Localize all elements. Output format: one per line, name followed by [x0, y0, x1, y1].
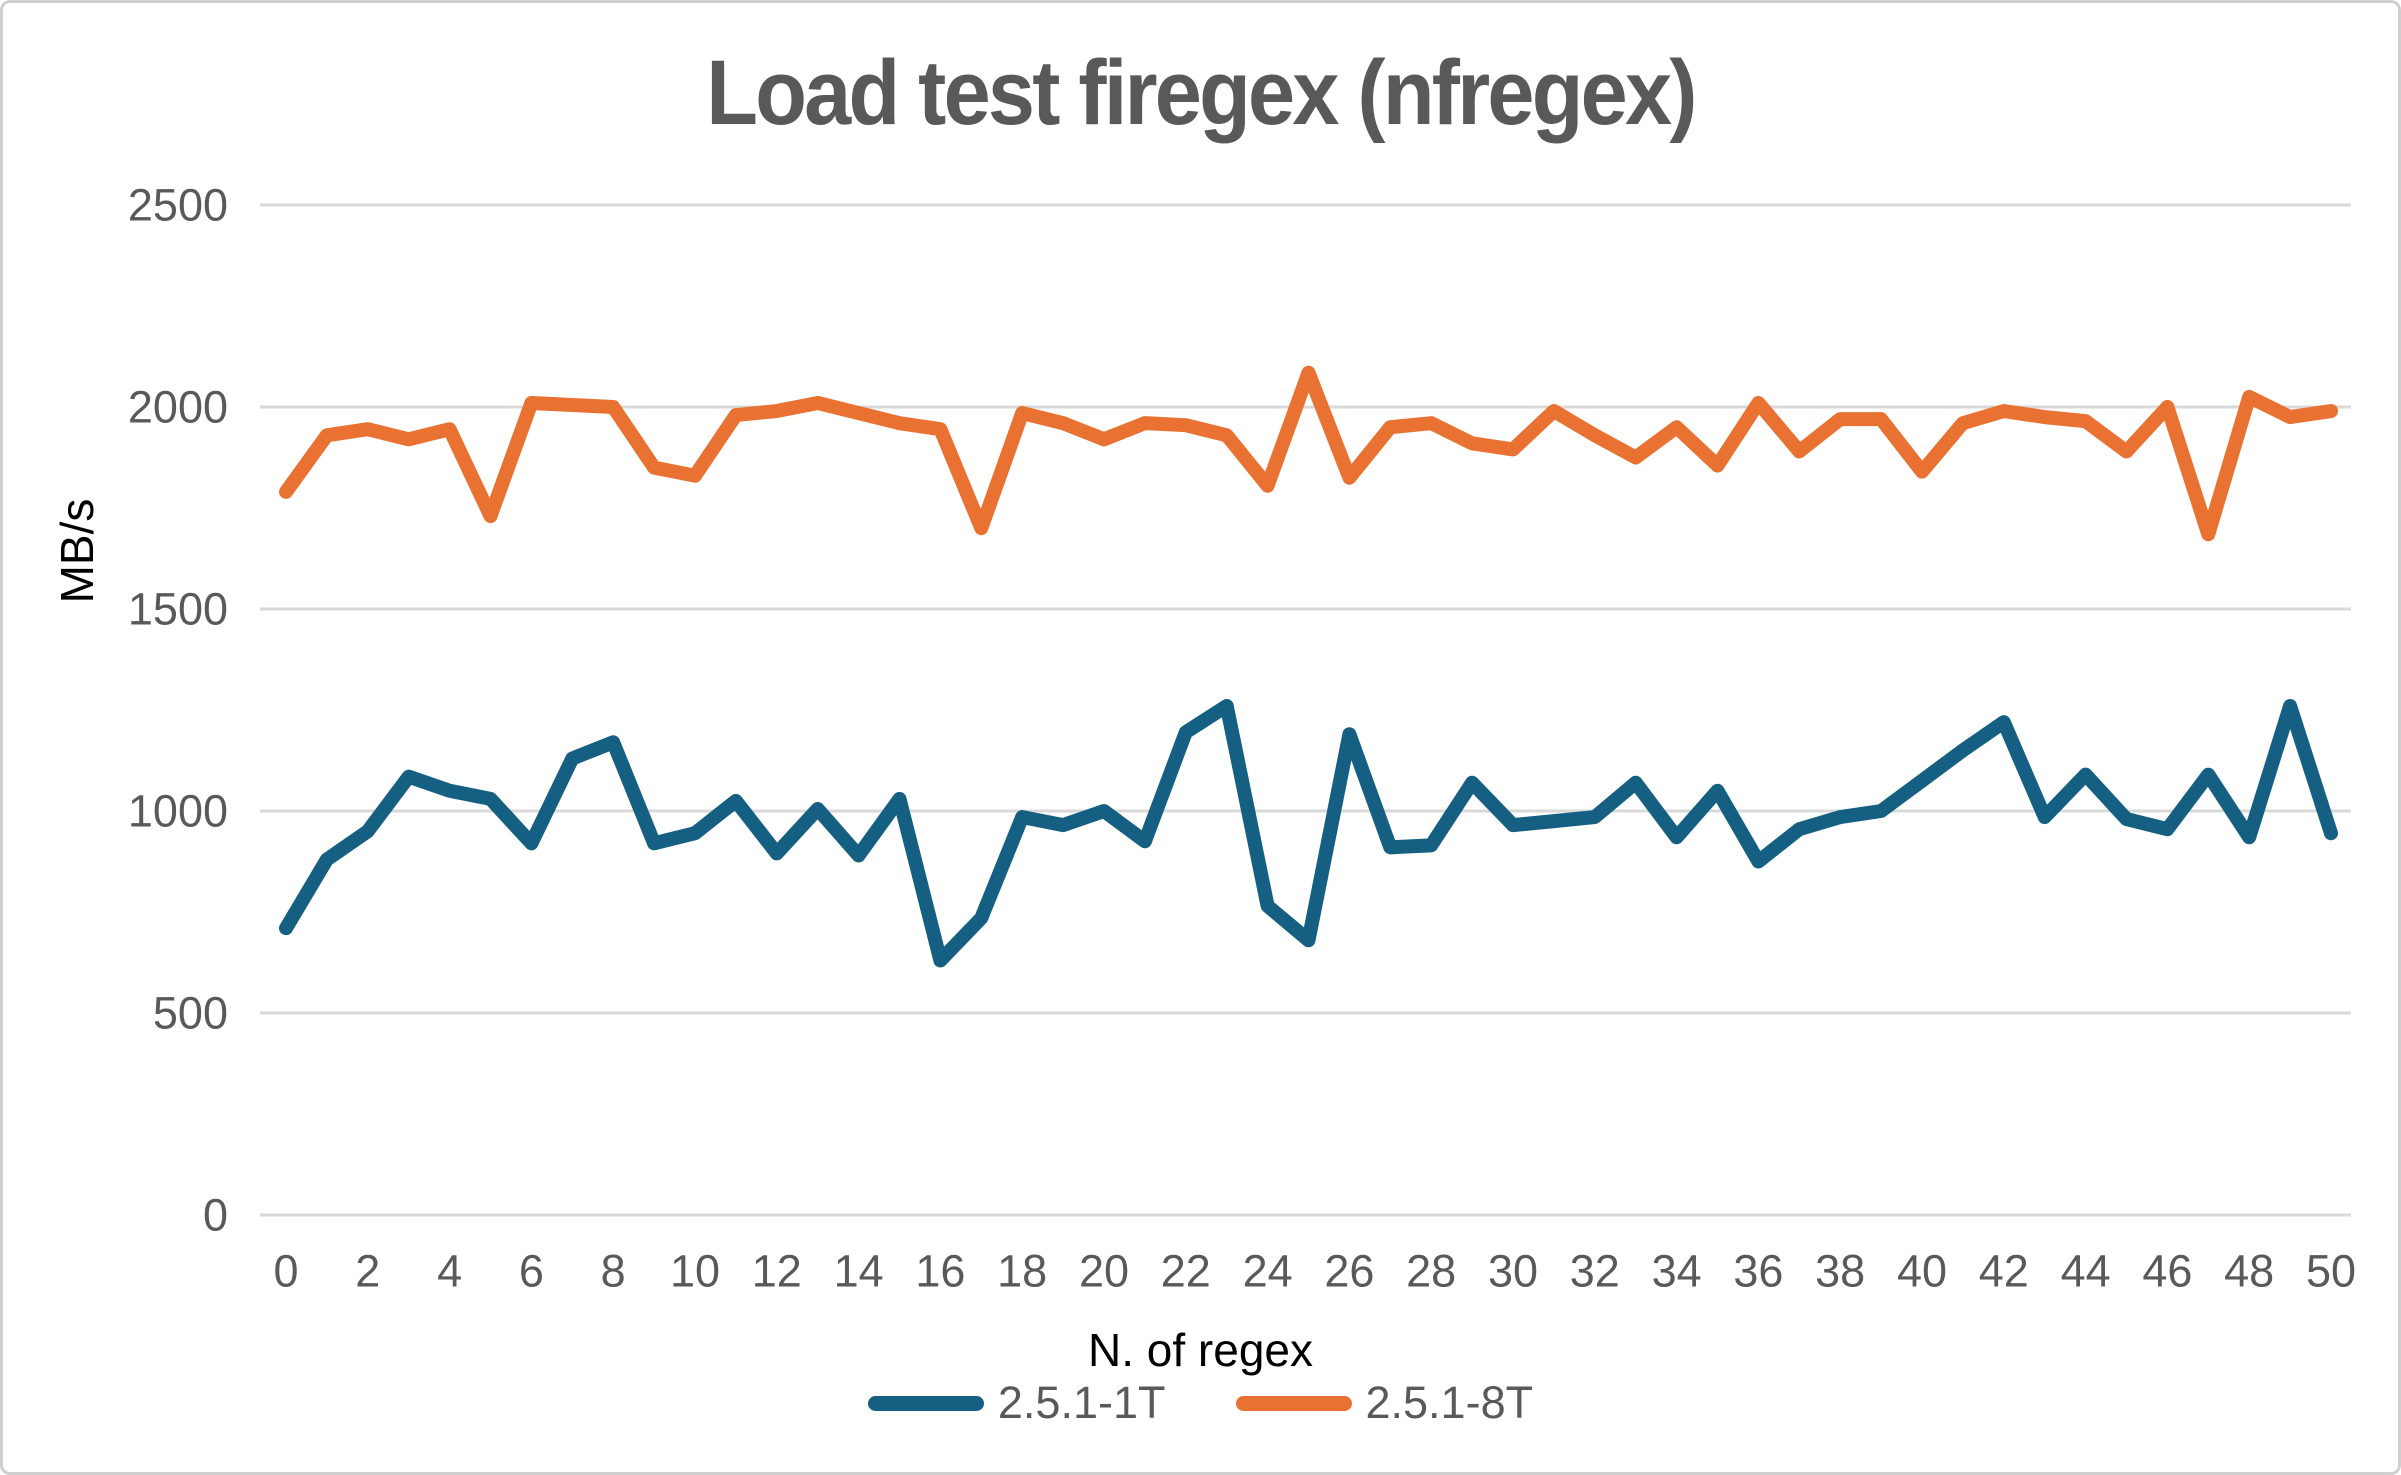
y-tick-label-0: 0: [203, 1190, 228, 1241]
x-tick-label-26: 26: [1324, 1246, 1374, 1297]
x-tick-label-16: 16: [915, 1246, 965, 1297]
x-tick-label-36: 36: [1733, 1246, 1783, 1297]
x-tick-label-44: 44: [2061, 1246, 2111, 1297]
x-tick-label-30: 30: [1488, 1246, 1538, 1297]
legend-label-8T: 2.5.1-8T: [1365, 1377, 1534, 1428]
legend-item-1T: 2.5.1-1T: [867, 1377, 1166, 1429]
x-tick-label-28: 28: [1406, 1246, 1456, 1297]
y-tick-label-500: 500: [153, 988, 228, 1039]
x-tick-label-32: 32: [1570, 1246, 1620, 1297]
x-tick-label-2: 2: [355, 1246, 380, 1297]
x-tick-label-8: 8: [601, 1246, 626, 1297]
x-tick-label-40: 40: [1897, 1246, 1947, 1297]
chart-title: Load test firegex (nfregex): [706, 42, 1697, 144]
x-axis-title: N. of regex: [1088, 1324, 1313, 1376]
x-tick-label-14: 14: [834, 1246, 884, 1297]
x-tick-label-48: 48: [2224, 1246, 2274, 1297]
series-line-2.5.1-8T: [279, 365, 2338, 542]
x-tick-label-10: 10: [670, 1246, 720, 1297]
x-tick-label-24: 24: [1243, 1246, 1293, 1297]
legend-swatch-8T: [1235, 1395, 1352, 1411]
x-tick-label-38: 38: [1815, 1246, 1865, 1297]
x-tick-label-12: 12: [752, 1246, 802, 1297]
legend-item-8T: 2.5.1-8T: [1235, 1377, 1534, 1429]
x-tick-label-4: 4: [437, 1246, 462, 1297]
legend: 2.5.1-1T 2.5.1-8T: [3, 1377, 2398, 1429]
y-tick-label-2500: 2500: [128, 180, 228, 231]
legend-label-1T: 2.5.1-1T: [997, 1377, 1166, 1428]
x-tick-label-18: 18: [997, 1246, 1047, 1297]
x-tick-label-46: 46: [2142, 1246, 2192, 1297]
x-tick-label-34: 34: [1652, 1246, 1702, 1297]
x-tick-label-50: 50: [2306, 1246, 2356, 1297]
legend-swatch-1T: [867, 1395, 984, 1411]
x-tick-label-22: 22: [1161, 1246, 1211, 1297]
series-line-2.5.1-1T: [279, 698, 2338, 968]
x-tick-label-0: 0: [273, 1246, 298, 1297]
x-tick-label-20: 20: [1079, 1246, 1129, 1297]
x-tick-label-42: 42: [1979, 1246, 2029, 1297]
x-tick-label-6: 6: [519, 1246, 544, 1297]
y-tick-label-2000: 2000: [128, 382, 228, 433]
y-tick-label-1500: 1500: [128, 584, 228, 635]
y-tick-label-1000: 1000: [128, 786, 228, 837]
